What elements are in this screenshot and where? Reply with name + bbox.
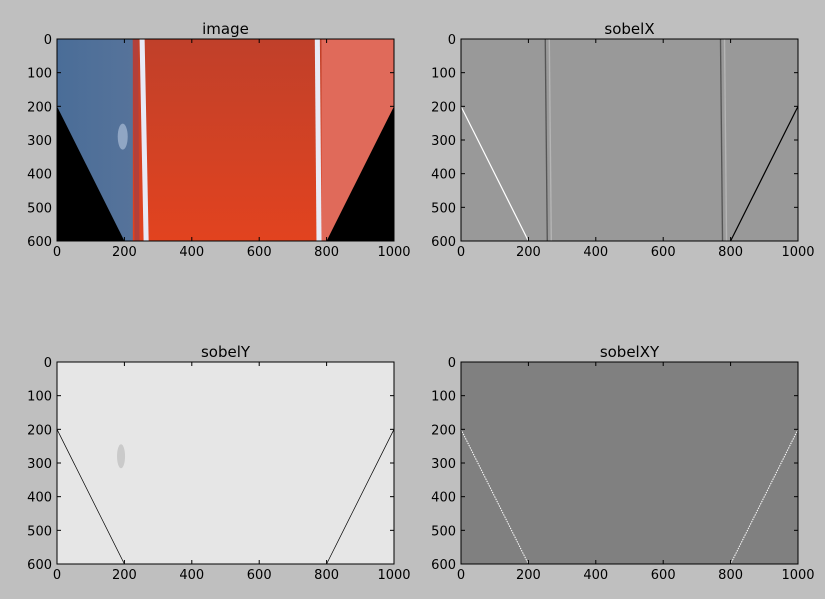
y-tick-label: 600 — [431, 235, 456, 250]
y-tick-label: 600 — [27, 235, 52, 250]
x-tick-label: 800 — [314, 245, 339, 260]
sobely-mask-edge-right — [326, 429, 395, 565]
subplot-sobelY: 0 200 400 600 800 1000 0 100 200 300 400 500 600 sobe… — [27, 343, 410, 583]
subplot-sobelXY: 0 200 400 600 800 1000 0 100 200 300 400 500 600 sobe… — [431, 343, 814, 583]
y-tick-label: 300 — [431, 134, 456, 149]
y-tick-label: 0 — [44, 356, 52, 371]
y-tick-label: 600 — [431, 558, 456, 573]
sobelxy-mask-edge-left — [460, 429, 529, 565]
y-tick-label: 400 — [431, 491, 456, 506]
sobelxy-mask-edge-right — [730, 429, 799, 565]
x-tick-label: 400 — [583, 568, 608, 583]
y-tick-label: 200 — [431, 423, 456, 438]
sobelx-background — [461, 39, 798, 241]
y-tick-label: 100 — [27, 390, 52, 405]
sobelxy-background — [461, 362, 798, 564]
x-tick-label: 1000 — [377, 245, 410, 260]
subplot-title: sobelXY — [600, 343, 660, 361]
sobely-blob — [117, 444, 126, 469]
x-tick-label: 1000 — [781, 245, 814, 260]
image-blob — [117, 123, 128, 150]
subplot-title: image — [202, 20, 249, 38]
image-edge-band — [132, 39, 140, 241]
y-tick-label: 200 — [27, 423, 52, 438]
x-tick-label: 800 — [314, 568, 339, 583]
y-tick-label: 0 — [44, 33, 52, 48]
sobelx-edge-dark — [544, 39, 548, 241]
y-tick-label: 300 — [27, 457, 52, 472]
mask-left — [57, 106, 125, 241]
y-tick-label: 200 — [431, 100, 456, 115]
x-tick-label: 1000 — [377, 568, 410, 583]
x-tick-label: 600 — [247, 568, 272, 583]
sobely-background — [57, 362, 394, 564]
y-tick-label: 200 — [27, 100, 52, 115]
sobelx-mask-edge-left — [460, 106, 529, 242]
sobelx-mask-edge-right — [730, 106, 799, 242]
x-tick-label: 600 — [651, 568, 676, 583]
subplot-title: sobelX — [604, 20, 654, 38]
x-tick-label: 600 — [651, 245, 676, 260]
sobelx-edge-light — [548, 39, 552, 241]
x-tick-label: 200 — [112, 568, 137, 583]
y-tick-label: 400 — [27, 491, 52, 506]
sobely-mask-edge-left — [56, 429, 125, 565]
x-tick-label: 1000 — [781, 568, 814, 583]
y-tick-label: 400 — [27, 168, 52, 183]
x-tick-label: 0 — [53, 245, 61, 260]
y-tick-label: 300 — [431, 457, 456, 472]
x-tick-label: 800 — [718, 245, 743, 260]
y-tick-label: 100 — [431, 390, 456, 405]
y-tick-label: 0 — [448, 33, 456, 48]
x-tick-label: 200 — [112, 245, 137, 260]
lane-line-right — [314, 39, 322, 241]
mask-right — [326, 106, 394, 241]
x-tick-label: 200 — [516, 245, 541, 260]
x-tick-label: 0 — [457, 568, 465, 583]
x-tick-label: 0 — [457, 245, 465, 260]
sobelx-edge-light — [723, 39, 728, 241]
x-tick-label: 400 — [179, 568, 204, 583]
x-tick-label: 600 — [247, 245, 272, 260]
x-tick-label: 400 — [179, 245, 204, 260]
x-tick-label: 0 — [53, 568, 61, 583]
y-tick-label: 0 — [448, 356, 456, 371]
y-tick-label: 500 — [431, 201, 456, 216]
y-tick-label: 400 — [431, 168, 456, 183]
y-tick-label: 500 — [27, 524, 52, 539]
y-tick-label: 500 — [27, 201, 52, 216]
x-tick-label: 800 — [718, 568, 743, 583]
x-tick-label: 400 — [583, 245, 608, 260]
subplot-image: 0 200 400 600 800 1000 0 100 200 300 400 500 600 imag… — [27, 20, 410, 260]
y-tick-label: 100 — [431, 67, 456, 82]
x-tick-label: 200 — [516, 568, 541, 583]
y-tick-label: 600 — [27, 558, 52, 573]
subplot-sobelX: 0 200 400 600 800 1000 0 100 200 300 400 500 600 sobe… — [431, 20, 814, 260]
subplot-title: sobelY — [201, 343, 251, 361]
y-tick-label: 500 — [431, 524, 456, 539]
y-tick-label: 100 — [27, 67, 52, 82]
lane-line-left — [139, 39, 149, 241]
y-tick-label: 300 — [27, 134, 52, 149]
sobelx-edge-dark — [719, 39, 724, 241]
